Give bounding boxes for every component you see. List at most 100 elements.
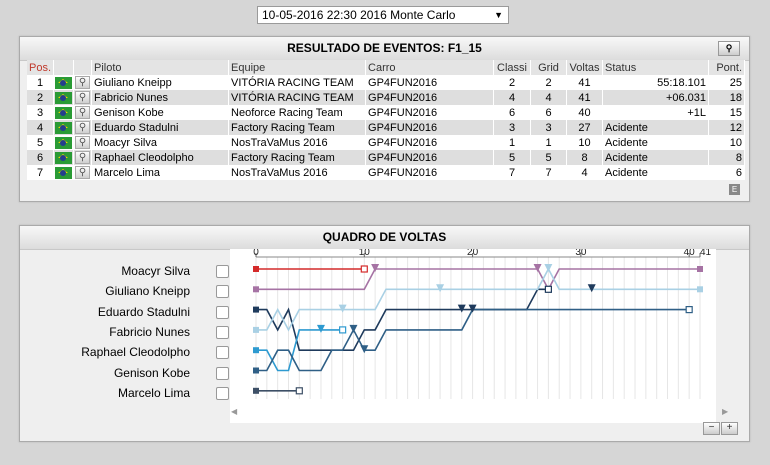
header-points: Pont. — [708, 60, 746, 75]
cell-driver: Marcelo Lima — [91, 165, 230, 180]
header-laps: Voltas — [566, 60, 604, 75]
zoom-cell: ⚲ — [73, 135, 93, 150]
series-finish-marker — [697, 286, 703, 293]
driver-toggle-checkbox[interactable] — [216, 386, 229, 400]
cell-team: Factory Racing Team — [228, 120, 367, 135]
laps-panel: QUADRO DE VOLTAS Moacyr Silva Giuliano Kn… — [19, 225, 750, 442]
series-retired-marker — [360, 265, 368, 273]
cell-laps: 27 — [566, 120, 604, 135]
cell-status: Acidente — [602, 150, 710, 165]
brazil-flag-icon — [55, 76, 73, 89]
table-row: 1 ⚲ Giuliano Kneipp VITÓRIA RACING TEAM GP4F… — [27, 75, 746, 90]
cell-car: GP4FUN2016 — [365, 90, 495, 105]
cell-grid: 4 — [530, 90, 568, 105]
zoom-cell: ⚲ — [73, 150, 93, 165]
driver-label: Raphael Cleodolpho — [81, 345, 190, 360]
cell-points: 6 — [708, 165, 746, 180]
cell-car: GP4FUN2016 — [365, 75, 495, 90]
magnifier-icon[interactable]: ⚲ — [75, 91, 91, 104]
pit-stop-marker — [457, 304, 466, 313]
driver-toggle-checkbox[interactable] — [216, 285, 229, 299]
pit-stop-marker — [468, 304, 477, 313]
pit-stop-marker — [360, 345, 369, 354]
header-classif: Classi — [493, 60, 532, 75]
cell-pos: 1 — [27, 75, 55, 90]
zoom-cell: ⚲ — [73, 105, 93, 120]
x-tick-label: 10 — [359, 249, 371, 258]
table-row: 6 ⚲ Raphael Cleodolpho Factory Racing Team G… — [27, 150, 746, 165]
x-tick-label: 30 — [575, 249, 587, 258]
brazil-flag-icon — [55, 151, 73, 164]
cell-status: 55:18.101 — [602, 75, 710, 90]
cell-laps: 10 — [566, 135, 604, 150]
driver-label: Fabricio Nunes — [109, 324, 190, 339]
table-row: 4 ⚲ Eduardo Stadulni Factory Racing Team GP4… — [27, 120, 746, 135]
pit-stop-marker — [349, 324, 358, 333]
cell-car: GP4FUN2016 — [365, 105, 495, 120]
series-retired-marker — [544, 285, 552, 293]
cell-driver: Giuliano Kneipp — [91, 75, 230, 90]
header-driver: Piloto — [91, 60, 230, 75]
pit-stop-marker — [436, 284, 445, 293]
cell-pos: 5 — [27, 135, 55, 150]
series-start-marker — [253, 347, 259, 354]
x-tick-label: 40 — [684, 249, 696, 258]
driver-label: Genison Kobe — [113, 365, 190, 380]
cell-status: +1L — [602, 105, 710, 120]
driver-label: Giuliano Kneipp — [105, 284, 190, 299]
cell-grid: 1 — [530, 135, 568, 150]
event-select[interactable]: 10-05-2016 22:30 2016 Monte Carlo ▼ — [257, 6, 509, 24]
scroll-left-icon[interactable]: ◀ — [231, 407, 238, 416]
header-grid: Grid — [530, 60, 568, 75]
results-title: RESULTADO DE EVENTOS: F1_15 — [287, 41, 482, 55]
series-line-eduardo-stadulni — [256, 288, 549, 351]
pit-stop-marker — [544, 264, 553, 272]
laps-title: QUADRO DE VOLTAS — [322, 230, 447, 244]
brazil-flag-icon — [55, 106, 73, 119]
series-line-giuliano-kneipp — [256, 268, 700, 292]
cell-laps: 8 — [566, 150, 604, 165]
cell-driver: Raphael Cleodolpho — [91, 150, 230, 165]
zoom-out-button[interactable]: − — [703, 422, 720, 435]
results-header: RESULTADO DE EVENTOS: F1_15 ⚲ — [20, 37, 749, 61]
laps-chart-area: 0 10 20 30 40 41 — [230, 247, 716, 423]
cell-points: 18 — [708, 90, 746, 105]
laps-header: QUADRO DE VOLTAS — [20, 226, 749, 250]
zoom-in-button[interactable]: + — [721, 422, 738, 435]
driver-toggle-checkbox[interactable] — [216, 325, 229, 339]
magnifier-icon[interactable]: ⚲ — [75, 136, 91, 149]
results-rows: 1 ⚲ Giuliano Kneipp VITÓRIA RACING TEAM GP4F… — [27, 75, 746, 180]
cell-car: GP4FUN2016 — [365, 150, 495, 165]
flag-cell — [53, 150, 75, 165]
cell-car: GP4FUN2016 — [365, 165, 495, 180]
driver-label: Moacyr Silva — [121, 264, 190, 278]
chevron-down-icon: ▼ — [494, 10, 503, 20]
magnifier-icon[interactable]: ⚲ — [75, 106, 91, 119]
cell-points: 15 — [708, 105, 746, 120]
cell-team: Factory Racing Team — [228, 150, 367, 165]
driver-toggle-checkbox[interactable] — [216, 305, 229, 319]
cell-pos: 6 — [27, 150, 55, 165]
driver-label: Marcelo Lima — [117, 385, 190, 400]
header-status: Status — [602, 60, 710, 75]
cell-points: 12 — [708, 120, 746, 135]
series-line-fabricio-nunes — [256, 267, 700, 332]
magnifier-icon[interactable]: ⚲ — [75, 76, 91, 89]
magnifier-icon[interactable]: ⚲ — [75, 166, 91, 179]
driver-toggle-checkbox[interactable] — [216, 265, 229, 278]
driver-toggle-checkbox[interactable] — [216, 346, 229, 360]
search-icon[interactable]: ⚲ — [718, 41, 740, 56]
x-tick-label: 41 — [700, 249, 712, 258]
magnifier-icon[interactable]: ⚲ — [75, 151, 91, 164]
scroll-right-icon[interactable]: ▶ — [722, 407, 729, 416]
driver-toggle-checkbox[interactable] — [216, 366, 229, 380]
cell-pos: 7 — [27, 165, 55, 180]
cell-points: 25 — [708, 75, 746, 90]
series-retired-marker — [685, 305, 693, 314]
cell-driver: Fabricio Nunes — [91, 90, 230, 105]
table-row: 3 ⚲ Genison Kobe Neoforce Racing Team GP4FUN… — [27, 105, 746, 120]
header-flag — [53, 60, 75, 75]
magnifier-icon[interactable]: ⚲ — [75, 121, 91, 134]
table-row: 7 ⚲ Marcelo Lima NosTraVaMus 2016 GP4FUN2016… — [27, 165, 746, 180]
export-button[interactable]: E — [729, 184, 740, 195]
